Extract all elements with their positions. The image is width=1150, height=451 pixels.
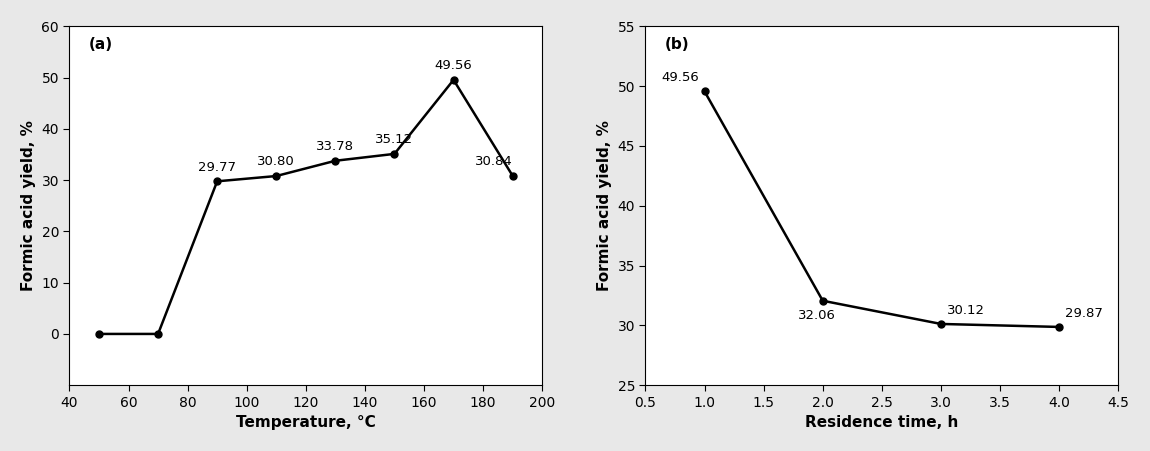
Text: 29.77: 29.77 (198, 161, 236, 174)
Text: 30.80: 30.80 (258, 155, 296, 168)
Text: (a): (a) (89, 37, 113, 52)
Y-axis label: Formic acid yield, %: Formic acid yield, % (597, 120, 612, 291)
Text: 49.56: 49.56 (435, 59, 473, 72)
Y-axis label: Formic acid yield, %: Formic acid yield, % (21, 120, 36, 291)
Text: 29.87: 29.87 (1065, 307, 1103, 320)
Text: 30.12: 30.12 (946, 304, 984, 317)
Text: 30.84: 30.84 (475, 155, 513, 168)
Text: 35.12: 35.12 (375, 133, 414, 146)
X-axis label: Temperature, °C: Temperature, °C (236, 415, 376, 430)
Text: (b): (b) (665, 37, 689, 52)
Text: 49.56: 49.56 (661, 71, 699, 84)
X-axis label: Residence time, h: Residence time, h (805, 415, 959, 430)
Text: 33.78: 33.78 (316, 140, 354, 153)
Text: 32.06: 32.06 (798, 309, 836, 322)
